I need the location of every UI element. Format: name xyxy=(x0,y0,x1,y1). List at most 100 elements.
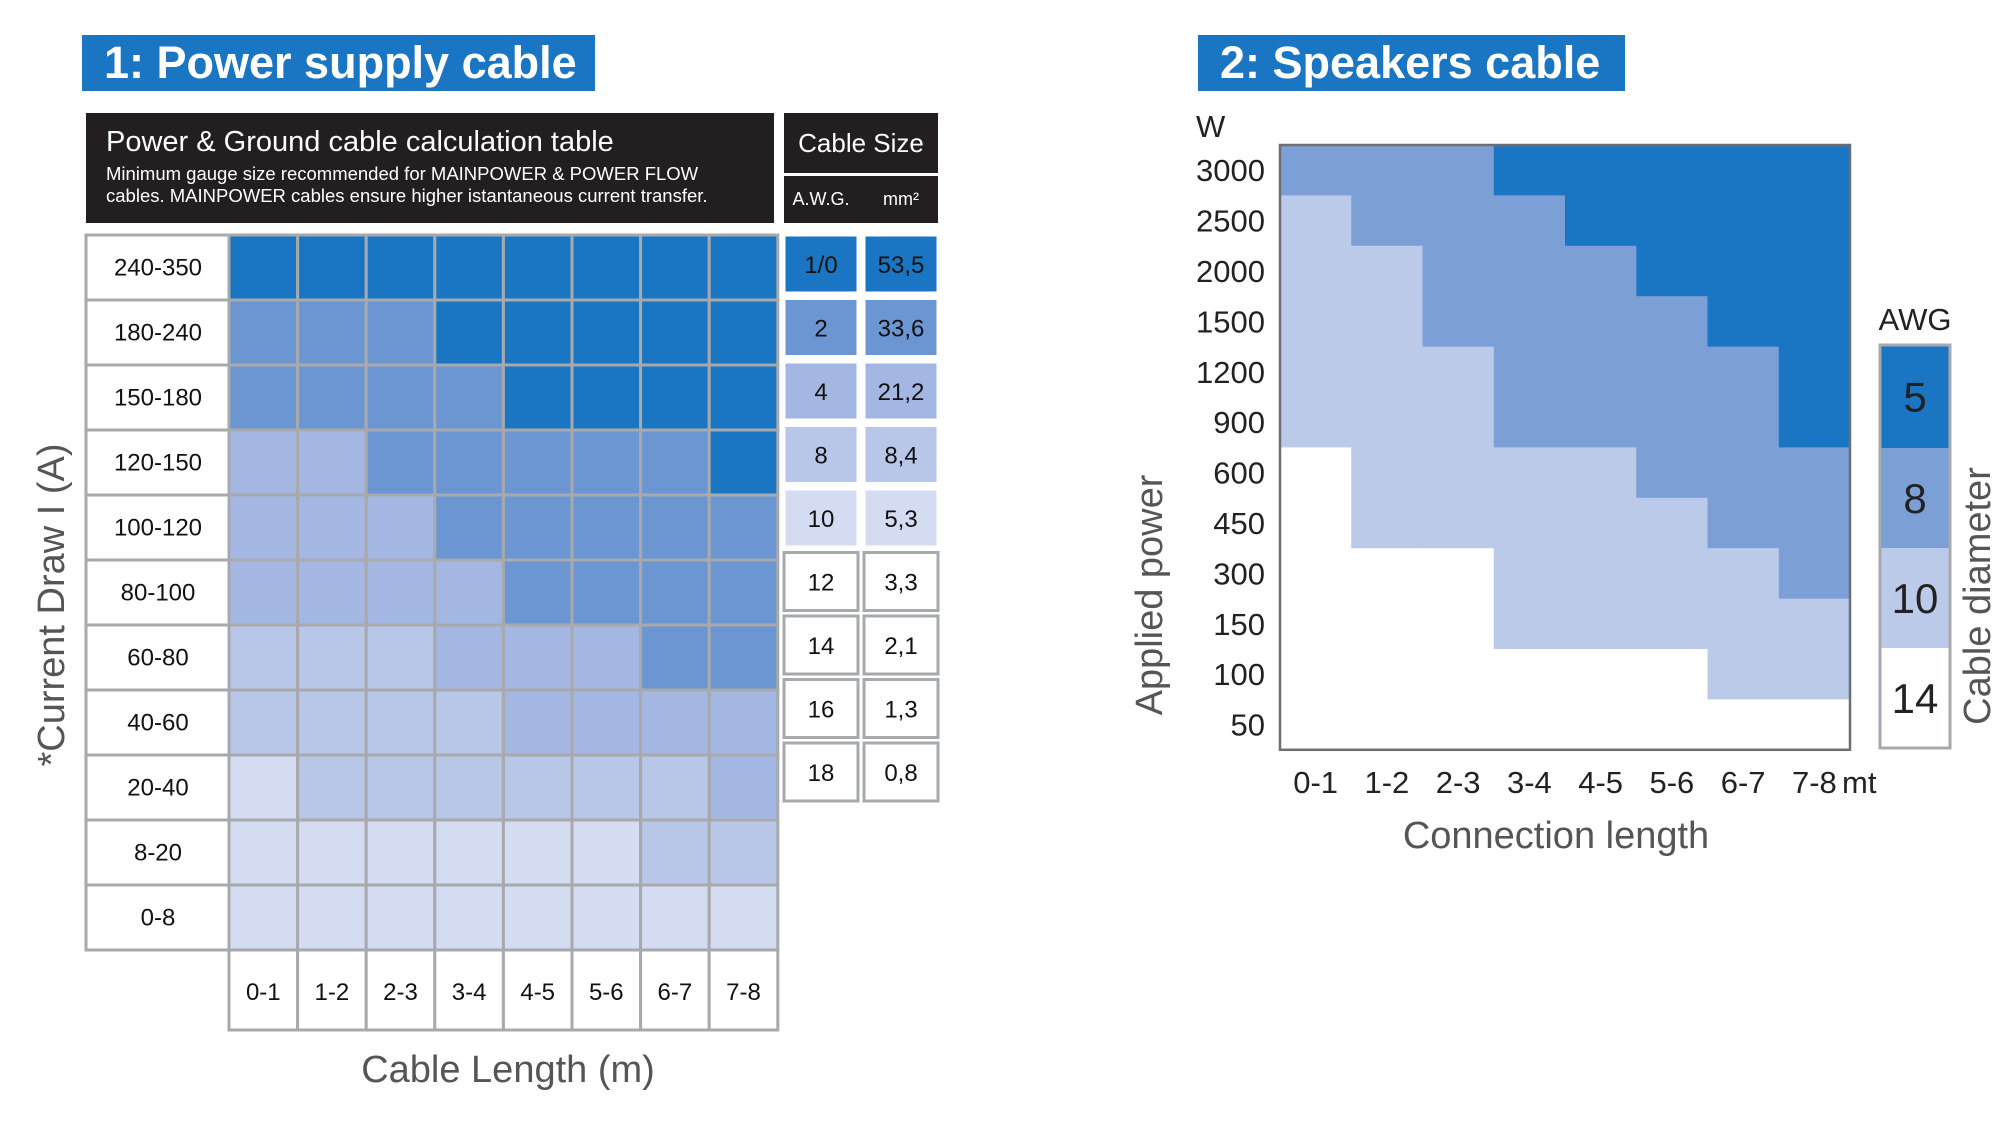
power-tick-label: 2500 xyxy=(1196,204,1265,239)
speaker-heatmap-cell xyxy=(1565,447,1637,499)
speaker-heatmap-cell xyxy=(1422,447,1495,499)
speaker-heatmap-cell xyxy=(1280,195,1352,247)
awg-legend-value: 1/0 xyxy=(804,252,837,279)
speaker-heatmap-cell xyxy=(1280,245,1352,297)
connection-tick-label: 6-7 xyxy=(1721,765,1766,800)
heatmap-cell xyxy=(639,428,711,497)
current-range-label: 20-40 xyxy=(127,775,188,802)
speaker-heatmap-cell xyxy=(1351,699,1424,751)
speaker-heatmap-cell xyxy=(1636,145,1709,196)
heatmap-cell xyxy=(364,493,437,562)
speaker-heatmap-cell xyxy=(1778,296,1851,348)
heatmap-cell xyxy=(707,883,780,952)
heatmap-cell xyxy=(433,688,505,757)
x-unit-label: mt xyxy=(1842,765,1877,800)
speaker-heatmap-cell xyxy=(1280,548,1352,600)
speaker-awg-value: 14 xyxy=(1892,675,1939,722)
speaker-heatmap-cell xyxy=(1280,598,1352,650)
heatmap-cell xyxy=(433,753,505,822)
length-label: 3-4 xyxy=(452,979,487,1006)
heatmap-cell xyxy=(501,818,574,887)
speaker-heatmap-cell xyxy=(1422,195,1495,247)
awg-legend-swatch xyxy=(782,424,860,485)
speaker-heatmap-cell xyxy=(1351,145,1424,196)
heatmap-cell xyxy=(433,883,505,952)
speaker-heatmap-cell xyxy=(1707,195,1780,247)
speaker-heatmap-cell xyxy=(1280,397,1352,448)
speaker-heatmap-cell xyxy=(1636,548,1709,600)
heatmap-cell xyxy=(296,233,368,302)
speaker-heatmap-cell xyxy=(1493,195,1566,247)
heatmap-cell xyxy=(296,688,368,757)
heatmap-cell xyxy=(501,558,574,627)
heatmap-cell xyxy=(227,428,300,497)
speaker-heatmap-cell xyxy=(1280,346,1352,398)
heatmap-cell xyxy=(227,883,300,952)
heatmap-cell xyxy=(227,623,300,692)
connection-tick-label: 1-2 xyxy=(1364,765,1409,800)
power-tick-label: 3000 xyxy=(1196,153,1265,188)
speaker-heatmap-cell xyxy=(1707,598,1780,650)
speaker-heatmap-cell xyxy=(1280,296,1352,348)
current-range-label: 60-80 xyxy=(127,645,188,672)
heatmap-cell xyxy=(570,363,643,432)
speaker-heatmap-cell xyxy=(1280,699,1352,751)
speaker-awg-swatch xyxy=(1880,548,1950,648)
speaker-heatmap-cell xyxy=(1778,649,1851,700)
mm2-legend-value: 5,3 xyxy=(884,506,917,533)
length-label: 6-7 xyxy=(658,979,693,1006)
awg-legend-swatch xyxy=(782,297,860,358)
awg-legend-value: 18 xyxy=(808,760,835,787)
heatmap-cell xyxy=(707,818,780,887)
heatmap-cell xyxy=(227,493,300,562)
heatmap-cell xyxy=(639,493,711,562)
mm2-legend-value: 0,8 xyxy=(884,760,917,787)
power-tick-label: 450 xyxy=(1213,506,1265,541)
speaker-heatmap-cell xyxy=(1280,497,1352,549)
speaker-heatmap-cell xyxy=(1707,447,1780,499)
speaker-heatmap-cell xyxy=(1351,447,1424,499)
current-range-label: 240-350 xyxy=(114,255,202,282)
speaker-heatmap-cell xyxy=(1778,195,1851,247)
heatmap-cell xyxy=(501,623,574,692)
heatmap-cell xyxy=(296,298,368,367)
mm2-legend-swatch xyxy=(862,297,940,358)
heatmap-cell xyxy=(364,753,437,822)
length-label: 0-1 xyxy=(246,979,281,1006)
speaker-heatmap-cell xyxy=(1778,145,1851,196)
speaker-heatmap-cell xyxy=(1351,649,1424,700)
awg-legend-swatch xyxy=(782,487,860,549)
speaker-heatmap-cell xyxy=(1707,548,1780,600)
heatmap-cell xyxy=(433,818,505,887)
heatmap-cell xyxy=(570,688,643,757)
speaker-y-axis-title: Applied power xyxy=(1129,474,1171,715)
speaker-awg-value: 8 xyxy=(1903,475,1926,522)
speaker-heatmap-cell xyxy=(1636,195,1709,247)
speaker-heatmap-cell xyxy=(1351,346,1424,398)
connection-tick-label: 4-5 xyxy=(1578,765,1623,800)
speaker-heatmap-cell xyxy=(1565,296,1637,348)
heatmap-cell xyxy=(501,753,574,822)
awg-legend-swatch xyxy=(782,233,860,295)
heatmap-cell xyxy=(570,233,643,302)
subtitle-line-2: cables. MAINPOWER cables ensure higher i… xyxy=(106,185,708,206)
speaker-heatmap-cell xyxy=(1707,145,1780,196)
speaker-heatmap-cell xyxy=(1707,245,1780,297)
current-range-label: 100-120 xyxy=(114,515,202,542)
speaker-heatmap-cell xyxy=(1351,548,1424,600)
speaker-heatmap-cell xyxy=(1565,195,1637,247)
speaker-heatmap-cell xyxy=(1778,447,1851,499)
speaker-heatmap-cell xyxy=(1351,195,1424,247)
heatmap-cell xyxy=(433,233,505,302)
y-axis-title: *Current Draw I (A) xyxy=(31,443,73,766)
heatmap-cell xyxy=(639,883,711,952)
speaker-heatmap-cell xyxy=(1636,447,1709,499)
mm2-legend-swatch xyxy=(862,487,940,549)
speakers-cable-banner: 2: Speakers cable xyxy=(1198,35,1625,91)
speaker-heatmap-cell xyxy=(1565,245,1637,297)
heatmap-cell xyxy=(501,493,574,562)
power-tick-label: 2000 xyxy=(1196,254,1265,289)
current-range-label: 8-20 xyxy=(134,840,182,867)
power-tick-label: 600 xyxy=(1213,456,1265,491)
power-supply-banner: 1: Power supply cable xyxy=(82,35,595,91)
